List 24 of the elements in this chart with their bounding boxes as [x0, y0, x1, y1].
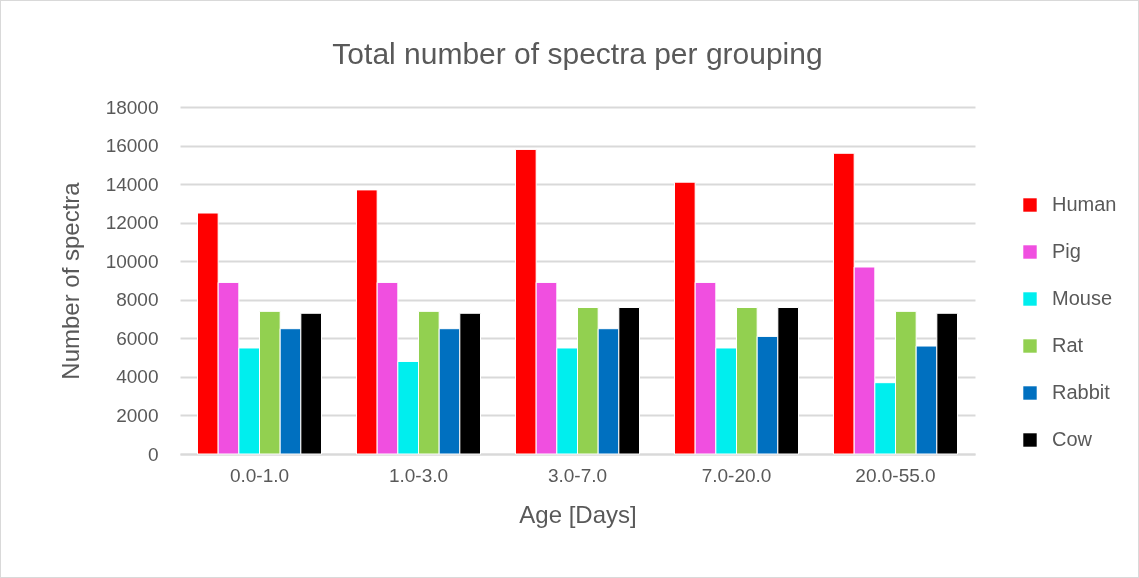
- y-tick-label: 14000: [105, 173, 159, 195]
- y-tick-label: 10000: [105, 250, 159, 272]
- x-axis-title: Age [Days]: [519, 500, 637, 528]
- legend-label: Cow: [1052, 428, 1093, 450]
- x-tick-label: 0.0-1.0: [229, 464, 290, 486]
- y-axis-title: Number of spectra: [56, 181, 84, 380]
- y-tick-label: 2000: [116, 404, 159, 426]
- y-tick-label: 0: [147, 443, 159, 465]
- legend-label: Rat: [1052, 334, 1084, 356]
- legend-label: Human: [1052, 193, 1117, 215]
- x-tick-label: 3.0-7.0: [547, 464, 608, 486]
- legend-label: Pig: [1052, 240, 1081, 262]
- y-tick-label: 8000: [116, 289, 159, 311]
- y-tick-label: 18000: [105, 96, 159, 118]
- y-tick-label: 6000: [116, 327, 159, 349]
- y-tick-label: 16000: [105, 135, 159, 157]
- legend-label: Mouse: [1052, 287, 1113, 309]
- x-tick-label: 7.0-20.0: [701, 464, 772, 486]
- x-tick-label: 20.0-55.0: [855, 464, 936, 486]
- chart-title: Total number of spectra per grouping: [332, 37, 823, 70]
- x-tick-label: 1.0-3.0: [388, 464, 449, 486]
- legend-label: Rabbit: [1052, 381, 1111, 403]
- y-tick-label: 4000: [116, 366, 159, 388]
- y-tick-label: 12000: [105, 212, 159, 234]
